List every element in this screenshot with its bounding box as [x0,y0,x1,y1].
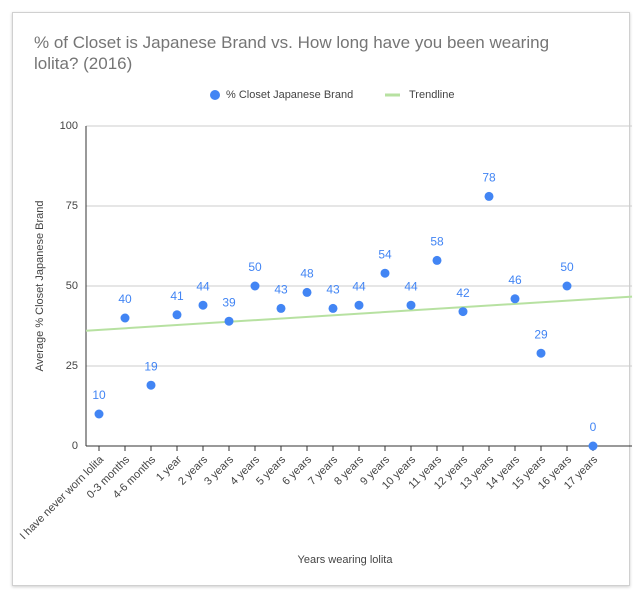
data-label: 44 [352,279,366,293]
y-tick-label: 0 [72,440,78,452]
point [432,255,442,265]
data-label: 46 [508,273,522,287]
point [172,310,182,320]
point [250,281,260,291]
data-label: 50 [560,260,574,274]
point [120,313,130,323]
data-label: 39 [222,295,236,309]
point [328,303,338,313]
data-label: 48 [300,267,314,281]
data-label: 43 [326,283,340,297]
data-label: 29 [534,327,548,341]
point [146,380,156,390]
point [510,294,520,304]
point [224,316,234,326]
chart-frame [12,12,630,586]
point [302,287,312,297]
point [536,348,546,358]
chart-title: % of Closet is Japanese Brand vs. How lo… [34,33,550,73]
point [276,303,286,313]
data-label: 58 [430,235,444,249]
legend-marker [210,90,220,100]
point [588,441,598,451]
y-tick-label: 25 [66,360,78,372]
trendline [85,295,633,332]
data-label: 40 [118,292,132,306]
point [484,191,494,201]
point [354,300,364,310]
y-axis-title: Average % Closet Japanese Brand [34,200,46,371]
data-label: 78 [482,171,496,185]
data-label: 0 [590,420,597,434]
data-label: 50 [248,260,262,274]
point [458,307,468,317]
x-axis-title: Years wearing lolita [298,554,394,566]
data-label: 19 [144,359,158,373]
point [94,409,104,419]
point [380,268,390,278]
data-label: 41 [170,289,184,303]
point [198,300,208,310]
data-label: 44 [196,279,210,293]
legend-label: Trendline [409,89,454,101]
legend-label: % Closet Japanese Brand [226,89,353,101]
y-tick-label: 50 [66,280,78,292]
data-label: 44 [404,279,418,293]
data-label: 43 [274,283,288,297]
data-label: 54 [378,247,392,261]
data-label: 42 [456,286,470,300]
point [562,281,572,291]
point [406,300,416,310]
y-tick-label: 100 [60,120,78,132]
data-label: 10 [92,388,106,402]
y-tick-label: 75 [66,200,78,212]
